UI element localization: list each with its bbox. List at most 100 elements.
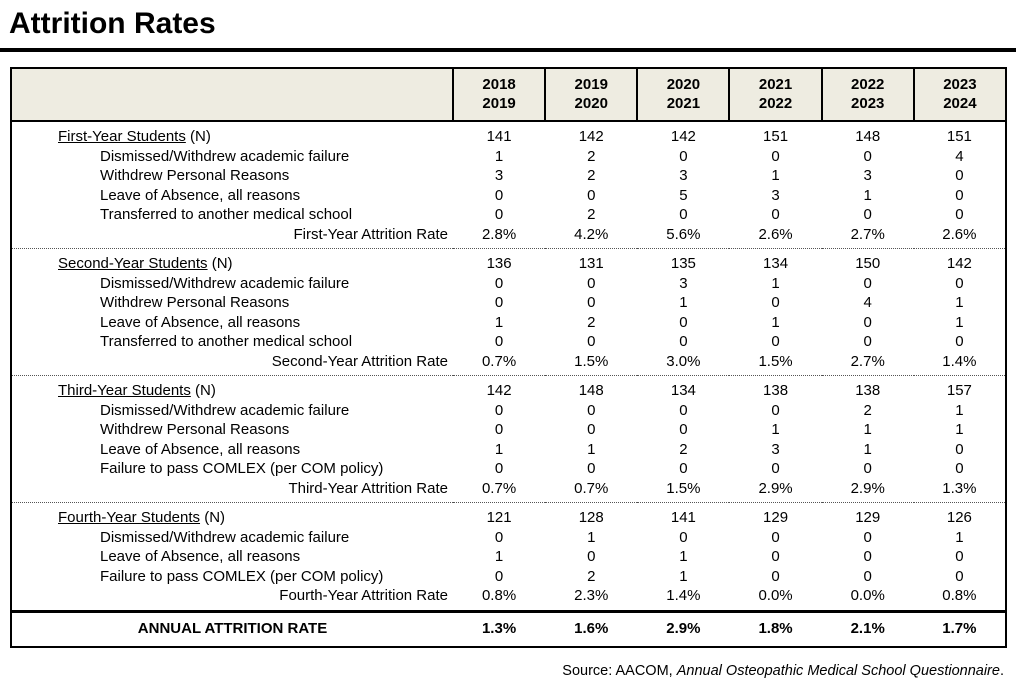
page-title: Attrition Rates	[9, 7, 216, 40]
source-suffix: .	[999, 662, 1004, 679]
value-cell: 0.0%	[758, 587, 793, 604]
value-cell: 2.1%	[821, 609, 914, 647]
value-cell: 0	[955, 567, 964, 585]
detail-row: Dismissed/Withdrew academic failure 0 1 0 0 0…	[11, 528, 1006, 548]
value-cell: 0	[494, 460, 504, 477]
section-heading: Fourth-Year Students (N)	[11, 502, 453, 528]
value-cell: 3	[679, 274, 688, 292]
value-cell: 1.3%	[942, 479, 977, 497]
row-label: Withdrew Personal Reasons	[100, 167, 290, 184]
row-label: Failure to pass COMLEX (per COM policy)	[100, 567, 384, 585]
value-cell: 5	[679, 186, 688, 204]
value-cell: 0	[494, 333, 504, 350]
value-cell: 0	[771, 206, 780, 223]
value-cell: 2.3%	[574, 587, 609, 604]
row-label: Leave of Absence, all reasons	[100, 313, 301, 331]
value-cell: 1	[863, 440, 872, 458]
value-cell: 1.7%	[913, 609, 1006, 647]
annual-label: ANNUAL ATTRITION RATE	[11, 609, 453, 647]
detail-row: Failure to pass COMLEX (per COM policy) 0…	[11, 567, 1006, 587]
value-cell: 157	[913, 375, 1006, 401]
value-cell: 1	[587, 528, 596, 546]
value-cell: 135	[637, 248, 730, 274]
rate-row: Fourth-Year Attrition Rate 0.8% 2.3% 1.4% 0.…	[11, 586, 1006, 611]
value-cell: 131	[545, 248, 638, 274]
value-cell: 0	[679, 206, 688, 223]
value-cell: 0	[587, 401, 596, 419]
value-cell: 141	[637, 502, 730, 528]
source-publication: Annual Osteopathic Medical School Questi…	[676, 662, 1000, 679]
source-prefix: Source: AACOM,	[562, 662, 677, 679]
value-cell: 1	[955, 313, 964, 331]
value-cell: 1.3%	[453, 609, 546, 647]
value-cell: 0	[771, 460, 780, 477]
row-label: Withdrew Personal Reasons	[100, 294, 290, 311]
value-cell: 4.2%	[574, 225, 609, 243]
value-cell: 0.7%	[481, 479, 517, 497]
value-cell: 1	[771, 313, 780, 331]
value-cell: 4	[863, 294, 872, 311]
value-cell: 0	[494, 401, 504, 419]
value-cell: 0	[863, 460, 872, 477]
value-cell: 2	[587, 167, 596, 184]
detail-row: Dismissed/Withdrew academic failure 1 2 0 0 0…	[11, 147, 1006, 167]
value-cell: 1	[863, 186, 872, 204]
table-header: 2018 2019 2019 2020 2020 2021 2021 2022 2022 2023…	[11, 68, 1006, 122]
year-header-row: 2018 2019 2019 2020 2020 2021 2021 2022 2022 2023…	[11, 68, 1006, 122]
value-cell: 0	[955, 460, 964, 477]
value-cell: 0	[771, 401, 780, 419]
value-cell: 0	[863, 206, 872, 223]
header-block: Attrition Rates	[0, 0, 1017, 41]
value-cell: 0	[771, 567, 780, 585]
value-cell: 3	[771, 440, 780, 458]
value-cell: 2.9%	[758, 479, 793, 497]
value-cell: 0	[863, 147, 872, 165]
section-2: Second-Year Students (N) 136 131 135 134 150 1…	[11, 248, 1006, 376]
detail-row: Failure to pass COMLEX (per COM policy) 0…	[11, 459, 1006, 479]
rate-row: Third-Year Attrition Rate 0.7% 0.7% 1.5% 2.9…	[11, 479, 1006, 503]
title-rule	[0, 48, 1016, 52]
value-cell: 1.5%	[758, 352, 793, 370]
value-cell: 0	[771, 333, 780, 350]
rate-row: Second-Year Attrition Rate 0.7% 1.5% 3.0% 1.…	[11, 352, 1006, 376]
section-3: Third-Year Students (N) 142 148 134 138 138 15…	[11, 375, 1006, 503]
value-cell: 0	[587, 333, 596, 350]
value-cell: 0	[679, 313, 688, 331]
year-header: 2018 2019	[451, 68, 546, 122]
value-cell: 141	[486, 128, 512, 145]
detail-row: Dismissed/Withdrew academic failure 0 0 0 0 2…	[11, 401, 1006, 421]
value-cell: 0	[863, 274, 872, 292]
value-cell: 0	[955, 548, 964, 565]
value-cell: 1	[955, 401, 964, 419]
row-label: Dismissed/Withdrew academic failure	[100, 147, 350, 165]
value-cell: 0	[587, 294, 596, 311]
value-cell: 0.0%	[850, 587, 885, 604]
value-cell: 0	[863, 333, 872, 350]
section-heading-row: Fourth-Year Students (N) 121 128 141 129 129 1…	[11, 502, 1006, 528]
value-cell: 138	[729, 375, 822, 401]
value-cell: 0	[587, 274, 596, 292]
value-cell: 0	[494, 186, 504, 204]
value-cell: 2	[587, 567, 596, 585]
value-cell: 134	[729, 248, 822, 274]
detail-row: Withdrew Personal Reasons 0 0 0 1 1 1	[11, 420, 1006, 440]
value-cell: 1.4%	[666, 587, 701, 604]
value-cell: 0	[771, 294, 780, 311]
value-cell: 0	[955, 440, 964, 458]
value-cell: 1	[955, 528, 964, 546]
value-cell: 0.7%	[574, 479, 609, 497]
value-cell: 2	[679, 440, 688, 458]
value-cell: 1	[771, 274, 780, 292]
value-cell: 0	[587, 460, 596, 477]
detail-row: Withdrew Personal Reasons 0 0 1 0 4 1	[11, 293, 1006, 313]
section-heading-row: First-Year Students (N) 141 142 142 151 148 15…	[11, 121, 1006, 147]
value-cell: 2.9%	[850, 479, 885, 497]
section-heading: Second-Year Students (N)	[11, 248, 453, 274]
value-cell: 0	[494, 274, 504, 292]
value-cell: 0	[494, 528, 504, 546]
value-cell: 0	[679, 421, 688, 438]
value-cell: 129	[729, 502, 822, 528]
detail-row: Leave of Absence, all reasons 1 0 1 0 0 0	[11, 547, 1006, 567]
value-cell: 1.8%	[729, 609, 822, 647]
value-cell: 2	[587, 147, 596, 165]
